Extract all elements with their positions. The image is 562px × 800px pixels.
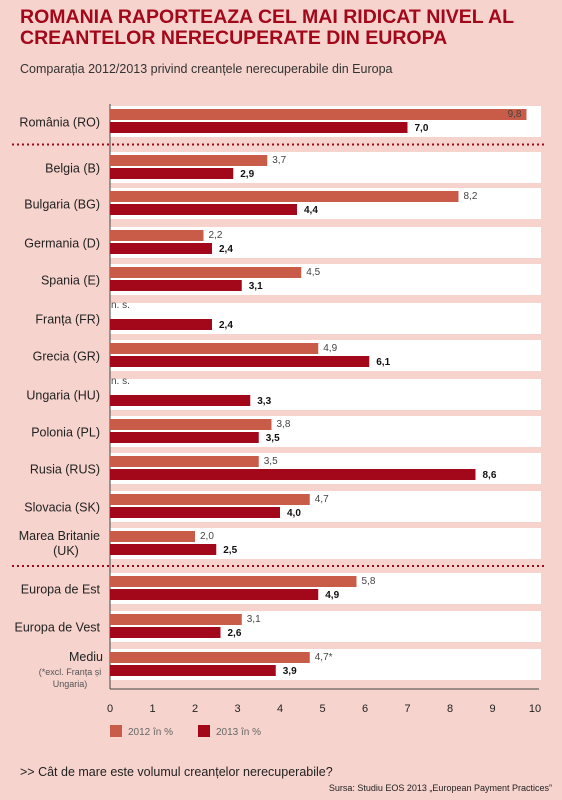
- bar-2012: [110, 531, 195, 542]
- bar-2013: [110, 168, 234, 179]
- data-label-2012: 4,5: [306, 267, 320, 278]
- x-tick-label: 9: [489, 703, 495, 715]
- bar-2013: [110, 544, 217, 555]
- category-label: Ungaria (HU): [26, 389, 100, 403]
- chart-title: ROMANIA RAPORTEAZA CEL MAI RIDICAT NIVEL…: [20, 6, 514, 49]
- data-label-2012: 4,9: [323, 343, 337, 354]
- bar-2013: [110, 627, 221, 638]
- bar-2013: [110, 319, 212, 330]
- x-tick-label: 1: [149, 703, 155, 715]
- category-label: Spania (E): [41, 274, 100, 288]
- data-label-2013: 2,4: [219, 244, 233, 255]
- data-label-2013: 4,9: [325, 590, 339, 601]
- legend-swatch-2013: [198, 725, 210, 737]
- data-label-2012: 3,8: [277, 419, 291, 430]
- bar-2012: [110, 419, 272, 430]
- bar-2013: [110, 356, 370, 367]
- bar-2013: [110, 665, 276, 676]
- category-label: Belgia (B): [45, 162, 100, 176]
- category-note: (*excl. Franța și: [39, 667, 102, 677]
- bar-2012: [110, 109, 527, 120]
- data-label-2013: 7,0: [415, 123, 429, 134]
- data-label-2012: 2,0: [200, 531, 214, 542]
- category-label: Polonia (PL): [31, 426, 100, 440]
- category-label: Grecia (GR): [33, 350, 100, 364]
- bar-2012: [110, 155, 268, 166]
- source-note: Sursa: Studiu EOS 2013 „European Payment…: [328, 783, 552, 793]
- x-tick-label: 0: [107, 703, 113, 715]
- data-label-2012: n. s.: [111, 376, 130, 387]
- category-label: Europa de Vest: [15, 621, 101, 635]
- bar-2013: [110, 122, 408, 133]
- data-label-2013: 8,6: [483, 470, 497, 481]
- data-label-2013: 2,9: [240, 169, 254, 180]
- category-label: Marea Britanie: [19, 529, 100, 543]
- legend-swatch-2012: [110, 725, 122, 737]
- category-label: Slovacia (SK): [24, 501, 100, 515]
- bar-2013: [110, 432, 259, 443]
- legend-label-2013: 2013 în %: [216, 727, 261, 738]
- category-label: Europa de Est: [21, 583, 101, 597]
- data-label-2013: 3,1: [249, 281, 263, 292]
- data-label-2013: 3,3: [257, 396, 271, 407]
- data-label-2013: 3,9: [283, 666, 297, 677]
- data-label-2013: 3,5: [266, 433, 280, 444]
- bar-2012: [110, 343, 319, 354]
- data-label-2012: 3,7: [272, 155, 286, 166]
- category-label: România (RO): [19, 116, 100, 130]
- bar-2012: [110, 652, 310, 663]
- chart-subtitle: Comparația 2012/2013 privind creanțele n…: [20, 62, 393, 76]
- bar-chart: România (RO) 9,8 7,0 Belgia (B) 3,7 2,9 Bulgar…: [12, 104, 545, 738]
- data-label-2012: 3,5: [264, 456, 278, 467]
- x-tick-label: 10: [529, 703, 541, 715]
- data-label-2012: 3,1: [247, 614, 261, 625]
- category-label: Bulgaria (BG): [24, 198, 100, 212]
- x-tick-label: 2: [192, 703, 198, 715]
- bar-2012: [110, 576, 357, 587]
- legend-label-2012: 2012 în %: [128, 727, 173, 738]
- bar-2013: [110, 589, 319, 600]
- x-tick-label: 8: [447, 703, 453, 715]
- data-label-2012: 8,2: [464, 191, 478, 202]
- data-label-2012: 4,7: [315, 494, 329, 505]
- category-label: Rusia (RUS): [30, 463, 100, 477]
- bar-2013: [110, 507, 280, 518]
- data-label-2012: 2,2: [209, 230, 223, 241]
- bar-2012: [110, 494, 310, 505]
- data-label-2013: 2,6: [228, 628, 242, 639]
- bar-2012: [110, 614, 242, 625]
- bar-2012: [110, 456, 259, 467]
- category-label-line2: (UK): [53, 544, 79, 558]
- data-label-2013: 2,4: [219, 320, 233, 331]
- data-label-2012: 9,8: [508, 109, 522, 120]
- data-label-2012: n. s.: [111, 300, 130, 311]
- bar-2012: [110, 267, 302, 278]
- question-link[interactable]: >> Cât de mare este volumul creanțelor n…: [20, 765, 333, 779]
- data-label-2013: 4,0: [287, 508, 301, 519]
- data-label-2012: 4,7*: [315, 652, 333, 663]
- x-tick-label: 6: [362, 703, 368, 715]
- data-label-2013: 2,5: [223, 545, 237, 556]
- category-label: Mediu: [69, 650, 103, 664]
- x-tick-label: 3: [234, 703, 240, 715]
- bar-2012: [110, 230, 204, 241]
- data-label-2012: 5,8: [362, 576, 376, 587]
- x-tick-label: 7: [404, 703, 410, 715]
- data-label-2013: 6,1: [376, 357, 390, 368]
- x-tick-label: 5: [319, 703, 325, 715]
- bar-2013: [110, 204, 297, 215]
- category-label: Germania (D): [24, 237, 100, 251]
- category-label: Franța (FR): [35, 313, 100, 327]
- bar-2013: [110, 243, 212, 254]
- category-note-line2: Ungaria): [53, 679, 88, 689]
- bar-2012: [110, 191, 459, 202]
- bar-2013: [110, 395, 251, 406]
- x-tick-label: 4: [277, 703, 283, 715]
- bar-2013: [110, 280, 242, 291]
- bar-2013: [110, 469, 476, 480]
- data-label-2013: 4,4: [304, 205, 318, 216]
